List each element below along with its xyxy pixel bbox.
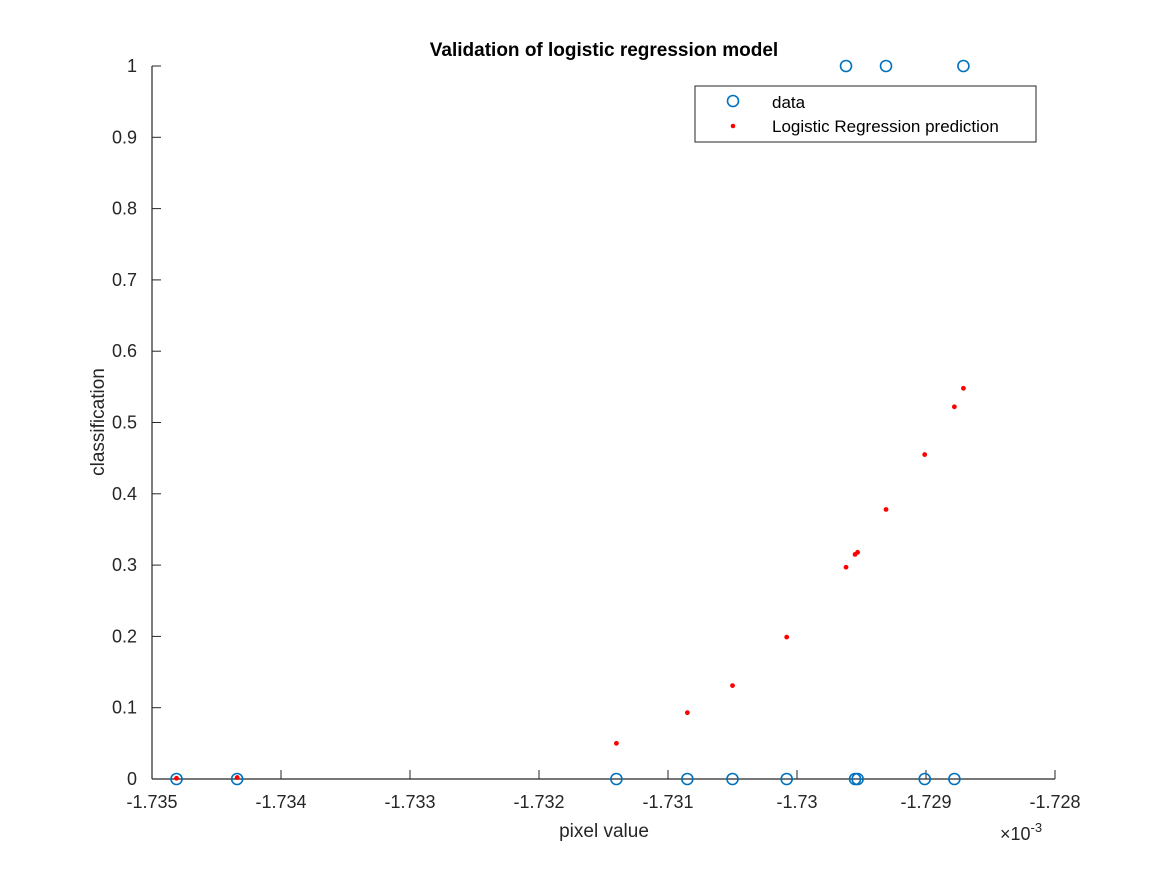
- data-point: [918, 772, 932, 786]
- y-tick-label: 0.1: [112, 698, 137, 718]
- prediction-point: [951, 404, 957, 410]
- y-tick-label: 0.3: [112, 555, 137, 575]
- data-point: [851, 772, 864, 786]
- data-point: [839, 59, 853, 73]
- data-point: [948, 772, 961, 786]
- data-point: [780, 772, 793, 786]
- y-axis-ticks: 0 0.1 0.2 0.3 0.4 0.5 0.6 0.7 0.8 0.9 1: [112, 56, 161, 789]
- x-axis-label: pixel value: [559, 821, 649, 842]
- y-tick-label: 0.6: [112, 341, 137, 361]
- x-tick-label: -1.733: [384, 792, 435, 812]
- data-point: [610, 772, 623, 786]
- x-tick-label: -1.735: [126, 792, 177, 812]
- prediction-point: [234, 775, 240, 780]
- x-tick-label: -1.729: [900, 792, 951, 812]
- y-tick-label: 0.8: [112, 199, 137, 219]
- prediction-point: [883, 507, 889, 512]
- y-tick-label: 1: [127, 56, 137, 76]
- legend-prediction-label: Logistic Regression prediction: [772, 117, 999, 136]
- prediction-point: [784, 634, 790, 640]
- data-point: [681, 772, 694, 786]
- legend-prediction-marker: [730, 123, 736, 129]
- y-tick-label: 0.4: [112, 484, 137, 504]
- y-tick-label: 0.5: [112, 413, 137, 433]
- data-point: [879, 59, 893, 73]
- legend: data Logistic Regression prediction: [694, 85, 1037, 143]
- x-tick-label: -1.73: [776, 792, 817, 812]
- x-exponent-power: -3: [1031, 820, 1043, 835]
- y-tick-label: 0.7: [112, 270, 137, 290]
- axes: [151, 66, 1055, 780]
- prediction-point: [730, 683, 735, 688]
- x-axis-ticks: -1.735 -1.734 -1.733 -1.732 -1.731 -1.73 -1.72…: [126, 770, 1081, 812]
- x-tick-label: -1.731: [642, 792, 693, 812]
- prediction-point: [843, 564, 849, 570]
- legend-box: [694, 85, 1037, 143]
- x-exponent-base: ×10: [1000, 824, 1031, 844]
- prediction-point: [614, 740, 619, 746]
- legend-data-marker: [726, 94, 740, 108]
- data-point: [726, 772, 739, 786]
- y-tick-label: 0.2: [112, 626, 137, 646]
- prediction-point: [855, 549, 861, 555]
- prediction-point: [684, 710, 690, 716]
- legend-data-label: data: [772, 93, 806, 112]
- x-axis-exponent: ×10-3: [1000, 820, 1042, 844]
- chart-title: Validation of logistic regression model: [430, 40, 778, 61]
- y-axis-label: classification: [88, 368, 109, 476]
- data-point: [957, 59, 970, 73]
- x-tick-label: -1.734: [255, 792, 306, 812]
- data-series: [170, 59, 970, 786]
- data-point: [170, 772, 183, 786]
- y-tick-label: 0.9: [112, 127, 137, 147]
- prediction-point: [922, 452, 928, 457]
- prediction-point: [961, 385, 966, 391]
- x-tick-label: -1.728: [1029, 792, 1080, 812]
- x-tick-label: -1.732: [513, 792, 564, 812]
- prediction-point: [174, 775, 179, 781]
- data-point: [230, 772, 244, 786]
- y-tick-label: 0: [127, 769, 137, 789]
